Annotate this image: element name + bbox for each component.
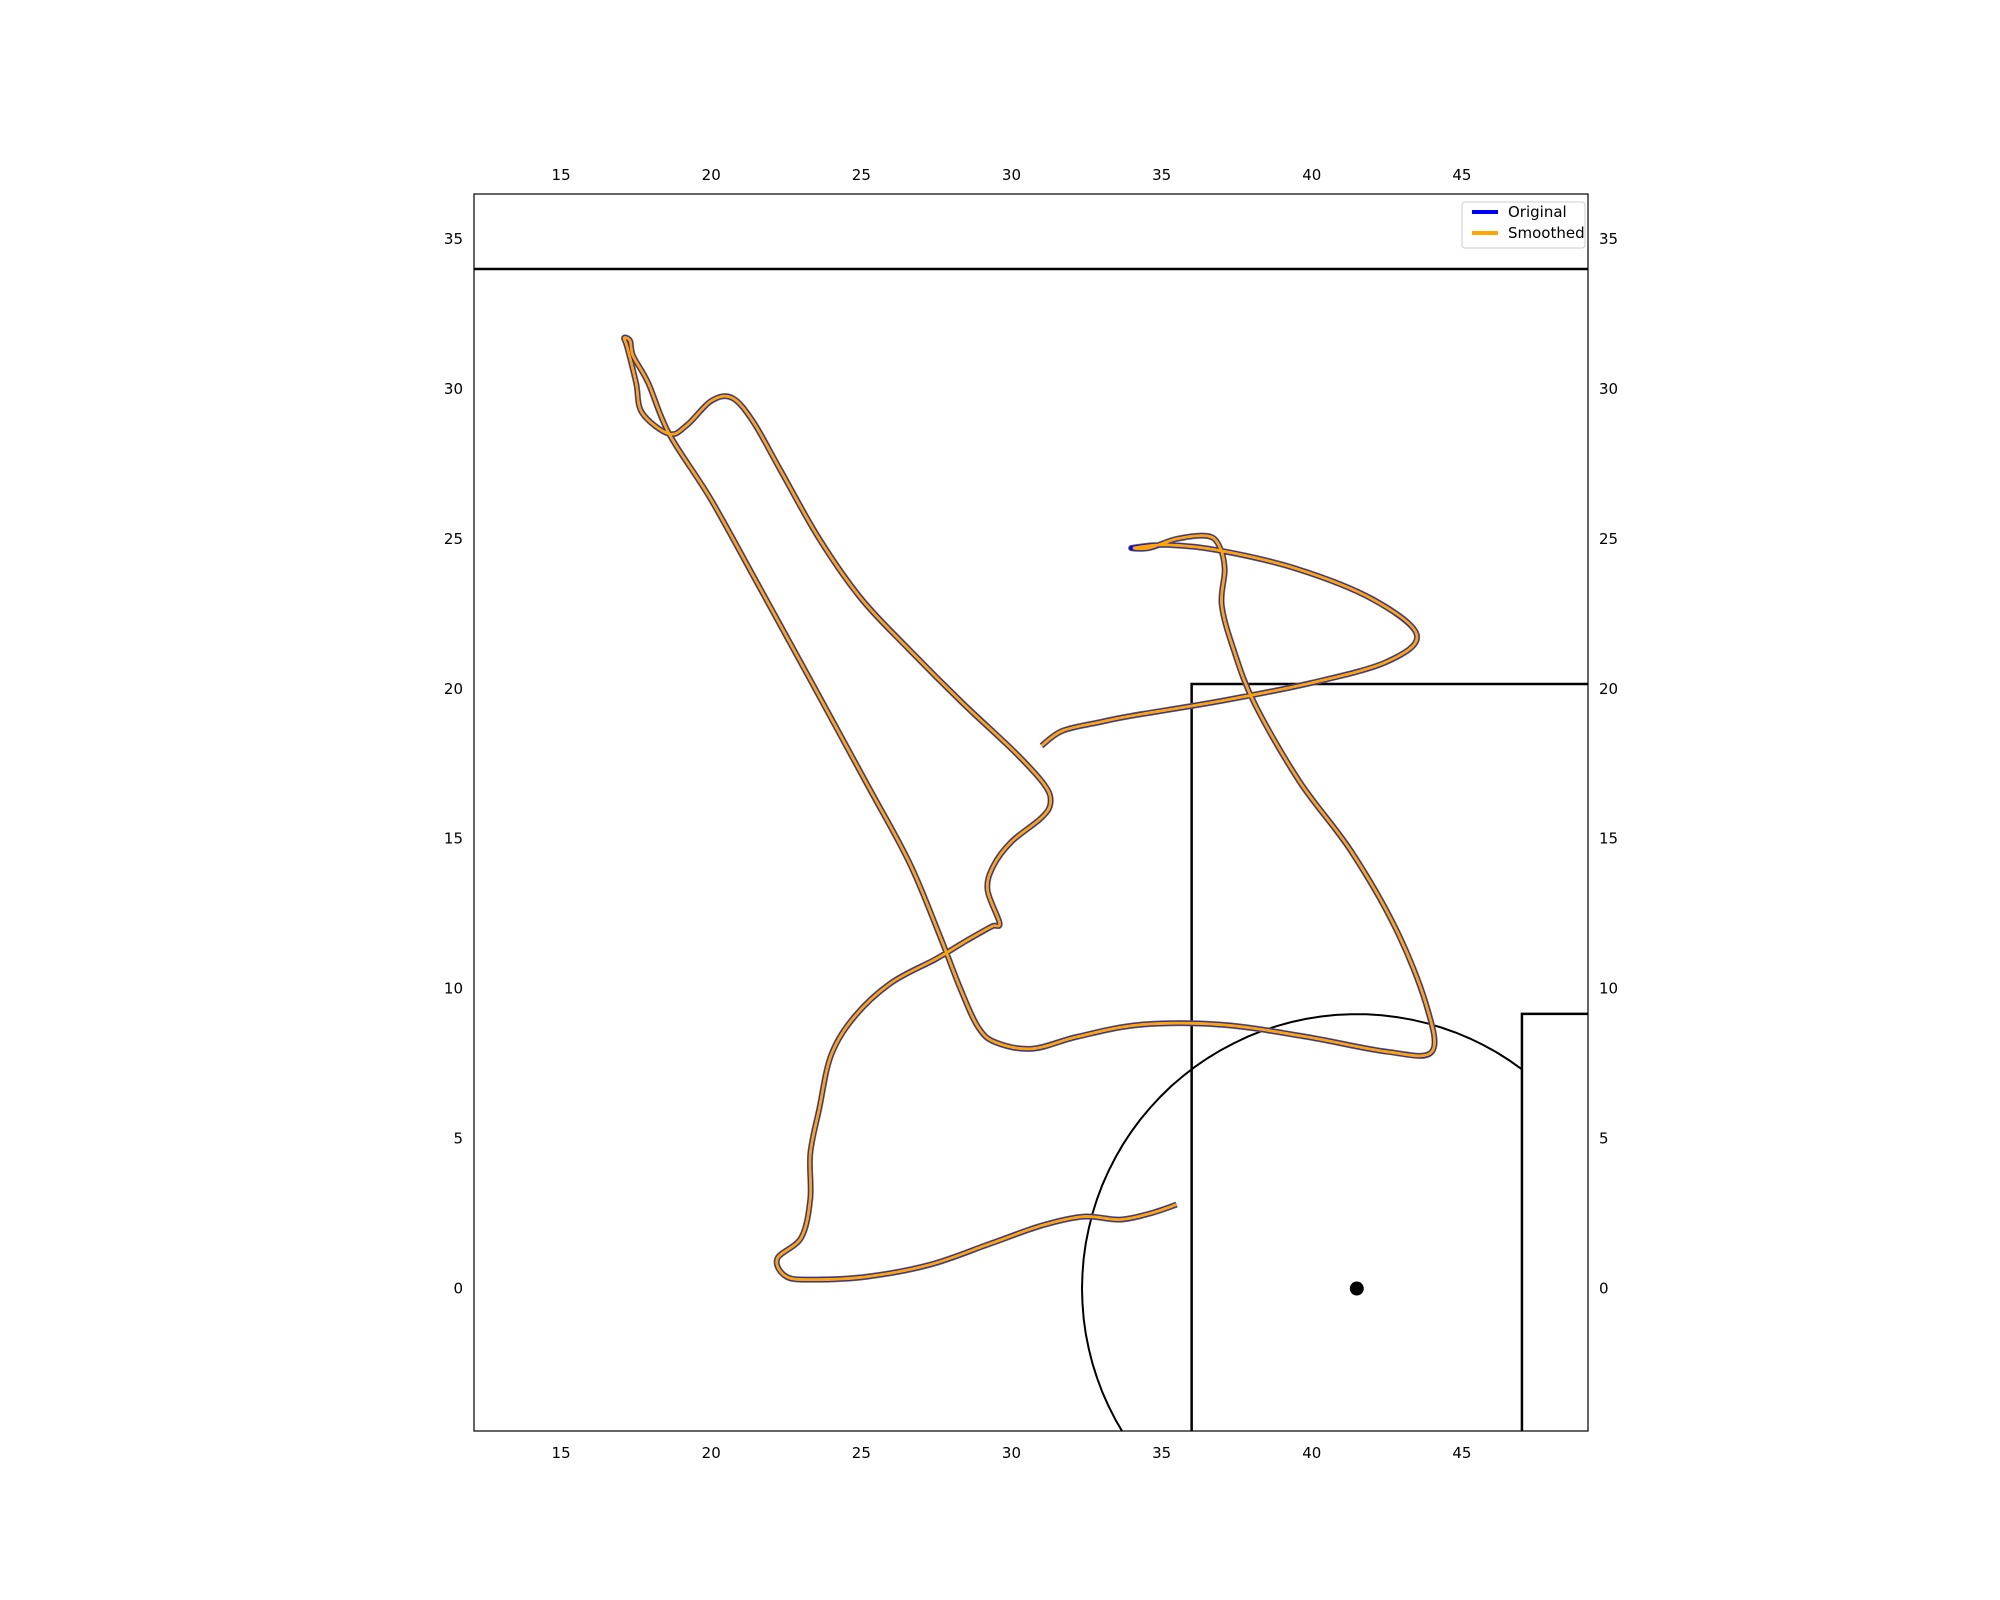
y-tick-label-right: 20 [1599,680,1618,698]
x-tick-label-top: 35 [1152,166,1171,184]
x-tick-label-top: 30 [1002,166,1021,184]
x-tick-label-bottom: 15 [552,1444,571,1462]
series-line-smoothed [622,336,1437,1282]
legend: Original Smoothed [1461,201,1586,249]
goal-area-line [1520,1012,1588,1431]
x-tick-label-top: 20 [702,166,721,184]
penalty-area-line [1190,682,1588,1431]
x-tick-label-bottom: 40 [1302,1444,1321,1462]
plot-frame [473,193,1589,1432]
y-tick-label-left: 10 [444,980,463,998]
x-tick-label-bottom: 30 [1002,1444,1021,1462]
series-line-original-outline [621,334,1438,1283]
y-tick-label-right: 25 [1599,530,1618,548]
x-tick-label-bottom: 25 [852,1444,871,1462]
y-tick-label-right: 5 [1599,1130,1609,1148]
x-tick-label-top: 40 [1302,166,1321,184]
y-tick-label-left: 0 [453,1280,463,1298]
y-tick-label-right: 15 [1599,830,1618,848]
y-tick-label-right: 10 [1599,980,1618,998]
penalty-spot [1349,1281,1364,1296]
penalty-arc [1080,1013,1523,1431]
legend-label-original: Original [1508,203,1567,221]
x-tick-label-bottom: 35 [1152,1444,1171,1462]
legend-label-smoothed: Smoothed [1508,224,1585,242]
x-tick-label-bottom: 20 [702,1444,721,1462]
x-tick-label-bottom: 45 [1452,1444,1471,1462]
y-tick-label-left: 30 [444,380,463,398]
y-tick-label-left: 25 [444,530,463,548]
y-tick-label-left: 15 [444,830,463,848]
x-tick-label-top: 15 [552,166,571,184]
y-tick-label-left: 5 [453,1130,463,1148]
series-lines [621,334,1438,1283]
y-tick-label-right: 30 [1599,380,1618,398]
x-tick-label-top: 25 [852,166,871,184]
x-tick-label-top: 45 [1452,166,1471,184]
axes: 15 15 20 20 25 25 30 30 35 35 40 40 45 45 0 0 5 5 10 10 15 15… [444,166,1618,1462]
series-line-original [622,335,1437,1282]
y-tick-label-right: 35 [1599,230,1618,248]
pitch-markings [474,267,1588,1431]
y-tick-label-left: 20 [444,680,463,698]
y-tick-label-left: 35 [444,230,463,248]
y-tick-label-right: 0 [1599,1280,1609,1298]
